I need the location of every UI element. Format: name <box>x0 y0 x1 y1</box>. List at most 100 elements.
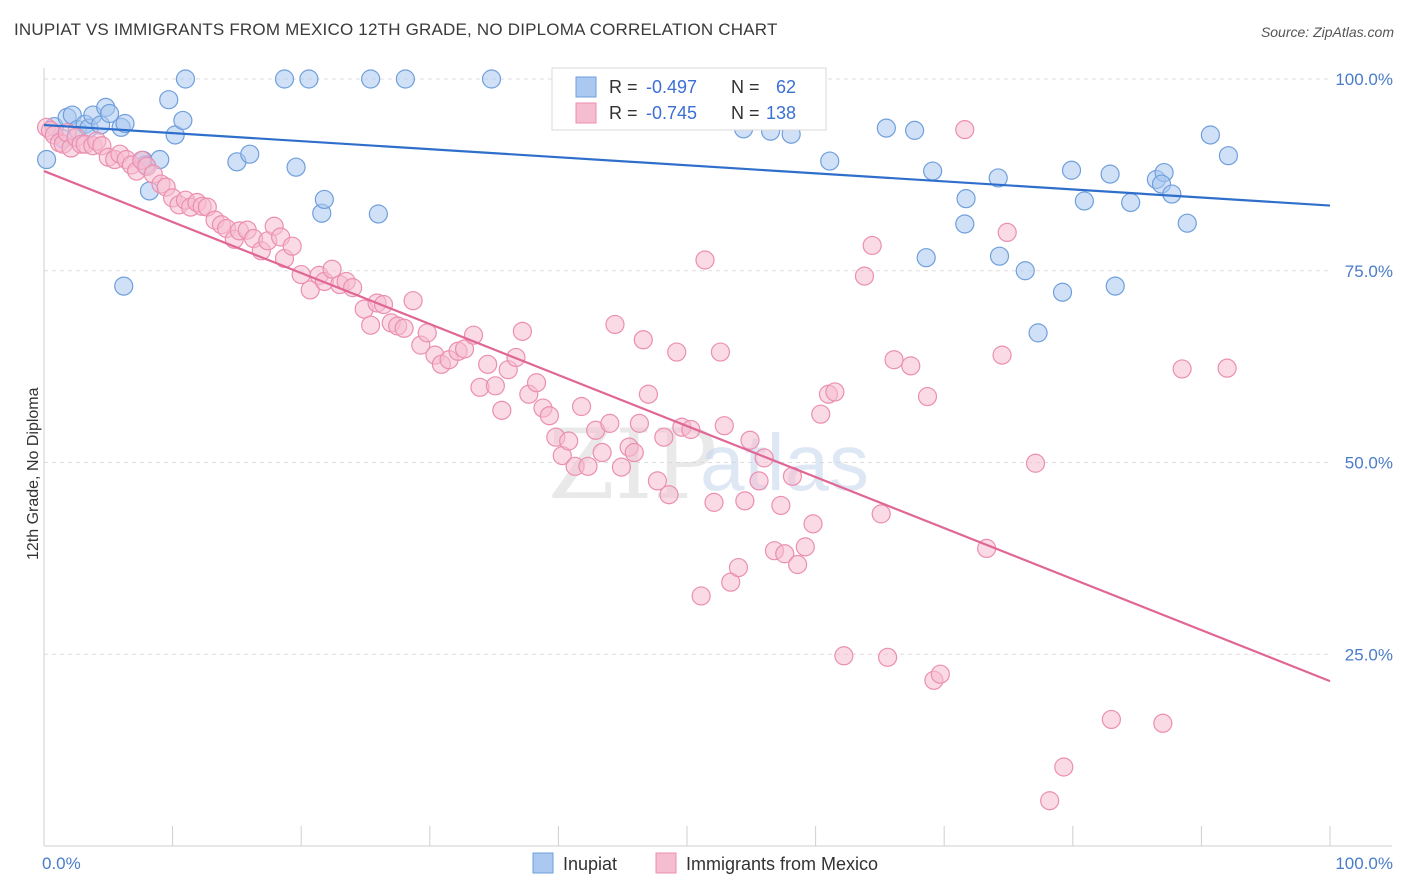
inupiat-point <box>956 189 976 209</box>
mexico-point <box>930 664 950 684</box>
mexico-point <box>728 557 749 578</box>
tick-labels: 100.0% 75.0% 50.0% 25.0% 0.0% 100.0% <box>42 70 1393 873</box>
legend-r-label: R = <box>609 77 638 97</box>
mexico-point <box>901 356 921 376</box>
mexico-point <box>629 413 650 433</box>
mexico-point <box>803 514 823 534</box>
inupiat-point <box>989 246 1010 266</box>
series-legend: Inupiat Immigrants from Mexico <box>532 852 878 874</box>
inupiat-point <box>1121 192 1141 213</box>
mexico-point <box>638 384 659 404</box>
inupiat-point <box>159 90 179 110</box>
mexico-point <box>659 485 679 505</box>
inupiat-point <box>314 189 334 210</box>
y-tick-label: 100.0% <box>1335 70 1393 89</box>
mexico-point <box>322 259 342 279</box>
inupiat-point <box>1061 160 1082 180</box>
mexico-point <box>704 492 724 512</box>
inupiat-point <box>240 144 260 164</box>
mexico-point <box>754 448 774 468</box>
mexico-point <box>825 382 845 402</box>
inupiat-point <box>175 69 196 89</box>
mexico-point <box>605 314 625 335</box>
mexico-point <box>539 406 559 426</box>
mexico-point <box>559 431 579 451</box>
inupiat-point <box>876 118 896 138</box>
legend-n-label: N = <box>731 77 760 97</box>
mexico-point <box>862 235 882 256</box>
y-axis-title: 12th Grade, No Diploma <box>25 387 42 560</box>
chart-title: INUPIAT VS IMMIGRANTS FROM MEXICO 12TH G… <box>14 20 778 39</box>
inupiat-point <box>173 110 193 131</box>
inupiat-point <box>988 168 1008 188</box>
mexico-point <box>485 376 505 396</box>
inupiat-point <box>36 149 57 170</box>
legend-label-mexico: Immigrants from Mexico <box>686 854 878 874</box>
mexico-point <box>955 120 975 140</box>
inupiat-point <box>481 69 502 89</box>
mexico-point <box>592 442 612 463</box>
mexico-point <box>300 280 320 300</box>
mexico-point <box>1054 757 1074 777</box>
mexico-point <box>1101 709 1121 730</box>
mexico-point <box>492 400 512 420</box>
mexico-point <box>633 330 653 350</box>
mexico-point <box>917 386 938 407</box>
inupiat-point <box>299 69 319 89</box>
legend-n-value: 62 <box>776 77 796 97</box>
inupiat-point <box>916 248 936 268</box>
mexico-point <box>714 416 734 436</box>
inupiat-point <box>395 69 415 89</box>
inupiat-point <box>286 157 306 177</box>
mexico-point <box>787 554 808 575</box>
mexico-point <box>512 321 532 341</box>
legend-swatch-mexico <box>655 852 677 874</box>
mexico-point <box>282 236 302 256</box>
inupiat-point <box>1218 146 1239 166</box>
mexico-point <box>1172 359 1192 379</box>
mexico-point <box>811 404 831 424</box>
mexico-point <box>600 413 620 433</box>
mexico-point <box>526 373 547 393</box>
mexico-point <box>478 354 498 374</box>
inupiat-point <box>1052 282 1073 302</box>
legend-r-value: -0.745 <box>646 103 697 123</box>
inupiat-point <box>1015 261 1035 281</box>
mexico-point <box>624 442 644 463</box>
mexico-point <box>878 647 898 667</box>
y-tick-label: 50.0% <box>1345 454 1393 473</box>
mexico-point <box>771 495 791 516</box>
mexico-point <box>740 430 760 450</box>
trend-lines <box>43 123 1331 683</box>
mexico-point <box>1040 791 1060 811</box>
axes <box>43 68 1392 847</box>
mexico-point <box>884 350 904 370</box>
mexico-point <box>403 291 423 311</box>
mexico-point <box>571 396 592 417</box>
inupiat-point <box>1105 276 1125 296</box>
inupiat-point <box>1074 191 1094 211</box>
y-tick-label: 25.0% <box>1345 645 1393 664</box>
mexico-point <box>654 427 674 447</box>
mexico-point <box>775 544 795 564</box>
mexico-point <box>611 457 632 477</box>
inupiat-trend-line <box>43 123 1331 207</box>
mexico-point <box>667 342 687 362</box>
inupiat-point <box>361 69 381 89</box>
mexico-point <box>695 250 715 270</box>
mexico-point <box>992 345 1012 365</box>
inupiat-point <box>1177 213 1197 233</box>
y-tick-label: 75.0% <box>1345 262 1393 281</box>
legend-swatch-mexico <box>575 102 597 124</box>
mexico-point <box>578 456 598 476</box>
mexico-point <box>997 222 1017 242</box>
legend-label-inupiat: Inupiat <box>563 854 617 874</box>
x-tick-label: 0.0% <box>42 854 81 873</box>
mexico-point <box>647 471 668 491</box>
inupiat-point <box>955 214 975 234</box>
mexico-point <box>1025 453 1046 473</box>
inupiat-point <box>115 113 135 134</box>
mexico-point <box>749 471 769 491</box>
legend-swatch-inupiat <box>575 76 597 98</box>
legend-n-label: N = <box>731 103 760 123</box>
